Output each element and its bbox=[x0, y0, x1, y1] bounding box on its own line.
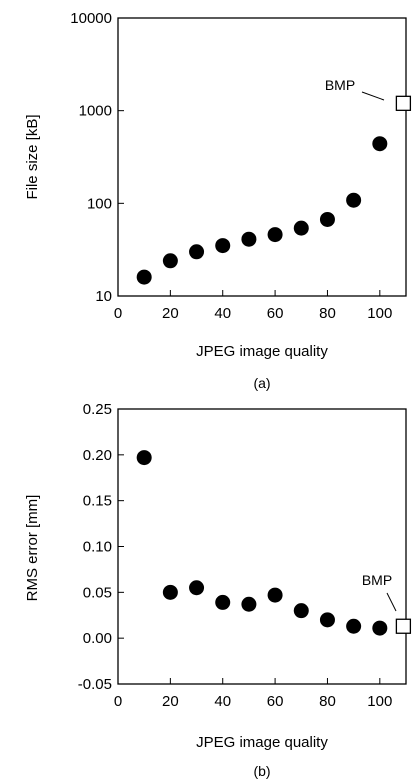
bmp-point bbox=[395, 618, 412, 634]
annotation-leader-line bbox=[386, 592, 397, 612]
y-tick-label: 0.20 bbox=[83, 447, 112, 464]
data-point bbox=[241, 596, 257, 612]
y-tick-label: 0.25 bbox=[83, 401, 112, 418]
data-marks bbox=[136, 95, 412, 285]
y-tick-label: 0.15 bbox=[83, 493, 112, 510]
bmp-annotation-label: BMP bbox=[362, 572, 392, 588]
x-tick-label: 100 bbox=[367, 693, 392, 710]
data-point bbox=[319, 612, 335, 628]
plot-frame bbox=[117, 408, 407, 685]
data-marks bbox=[136, 450, 412, 636]
x-tick-label: 40 bbox=[214, 305, 231, 322]
y-tick-label: 100 bbox=[87, 195, 112, 212]
x-tick-label: 0 bbox=[114, 693, 122, 710]
x-tick-label: 80 bbox=[319, 693, 336, 710]
data-point bbox=[215, 238, 231, 254]
x-tick-label: 40 bbox=[214, 693, 231, 710]
y-tick-label: 1000 bbox=[79, 103, 112, 120]
plot-frame bbox=[117, 17, 407, 297]
x-tick-label: 60 bbox=[267, 305, 284, 322]
annotation: BMP bbox=[325, 77, 385, 101]
y-tick-label: 10 bbox=[95, 288, 112, 305]
data-point bbox=[162, 253, 178, 269]
data-point bbox=[136, 450, 152, 466]
data-point bbox=[372, 136, 388, 152]
data-point bbox=[372, 620, 388, 636]
data-point bbox=[189, 580, 205, 596]
panel-label: (a) bbox=[253, 375, 270, 391]
data-point bbox=[346, 618, 362, 634]
data-point bbox=[189, 244, 205, 260]
x-tick-label: 80 bbox=[319, 305, 336, 322]
x-tick-label: 100 bbox=[367, 305, 392, 322]
annotation: BMP bbox=[362, 572, 397, 612]
y-axis-label: File size [kB] bbox=[24, 114, 41, 199]
x-ticks: 0 20 40 60 80 100 bbox=[114, 290, 392, 322]
x-axis-label: JPEG image quality bbox=[196, 343, 328, 360]
y-ticks: 10 100 1000 10000 bbox=[70, 10, 124, 305]
data-point bbox=[136, 269, 152, 285]
y-tick-label: -0.05 bbox=[78, 676, 112, 693]
panel-label: (b) bbox=[253, 763, 270, 779]
panel-a: 10 100 1000 10000 0 20 40 60 80 100 BMP JPEG ima… bbox=[24, 10, 412, 391]
data-point bbox=[241, 231, 257, 247]
bmp-point bbox=[395, 95, 412, 111]
data-point bbox=[215, 594, 231, 610]
panel-b: -0.05 0.00 0.05 0.10 0.15 0.20 0.25 0 20 40 60 80 1… bbox=[24, 401, 412, 779]
data-point bbox=[267, 587, 283, 603]
x-tick-label: 20 bbox=[162, 305, 179, 322]
x-tick-label: 0 bbox=[114, 305, 122, 322]
data-point bbox=[346, 192, 362, 208]
y-tick-label: 0.10 bbox=[83, 539, 112, 556]
data-point bbox=[293, 220, 309, 236]
x-ticks: 0 20 40 60 80 100 bbox=[114, 678, 392, 710]
y-ticks: -0.05 0.00 0.05 0.10 0.15 0.20 0.25 bbox=[78, 401, 124, 693]
y-tick-label: 0.05 bbox=[83, 584, 112, 601]
bmp-annotation-label: BMP bbox=[325, 77, 355, 93]
annotation-leader-line bbox=[361, 91, 385, 101]
data-point bbox=[162, 584, 178, 600]
y-axis-label: RMS error [mm] bbox=[24, 495, 41, 602]
y-tick-label: 10000 bbox=[70, 10, 112, 27]
x-tick-label: 20 bbox=[162, 693, 179, 710]
x-axis-label: JPEG image quality bbox=[196, 734, 328, 751]
data-point bbox=[267, 227, 283, 243]
x-tick-label: 60 bbox=[267, 693, 284, 710]
y-tick-label: 0.00 bbox=[83, 630, 112, 647]
data-point bbox=[319, 211, 335, 227]
data-point bbox=[293, 603, 309, 619]
